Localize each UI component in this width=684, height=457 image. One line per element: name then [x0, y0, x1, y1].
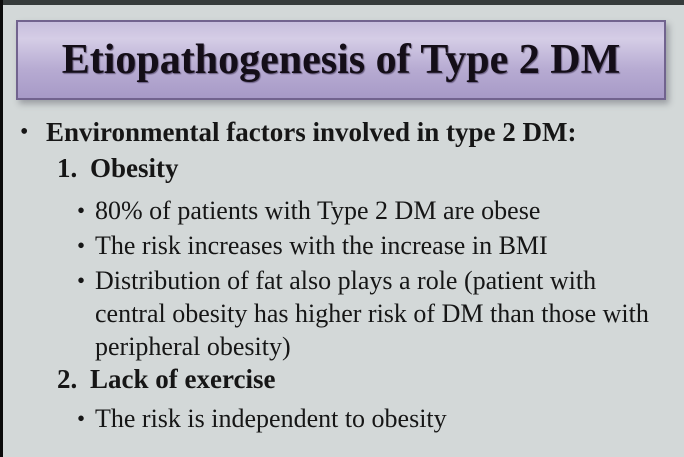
slide-body: • Environmental factors involved in type… [0, 116, 684, 435]
bullet-icon: • [20, 119, 29, 145]
top-border-bar [0, 0, 684, 5]
numbered-text: Obesity [90, 153, 179, 183]
number-marker: 1. [57, 153, 78, 183]
numbered-text: Lack of exercise [90, 364, 276, 394]
sub-bullet-text-line: central obesity has higher risk of DM th… [95, 299, 649, 328]
sub-bullet-text: The risk is independent to obesity [95, 404, 447, 433]
slide-title: Etiopathogenesis of Type 2 DM [61, 37, 621, 83]
sub-bullet-item-obese-pct: • 80% of patients with Type 2 DM are obe… [0, 194, 684, 227]
bullet-text: Environmental factors involved in type 2… [46, 117, 577, 147]
sub-bullet-item-bmi: • The risk increases with the increase i… [0, 229, 684, 262]
title-banner: Etiopathogenesis of Type 2 DM [16, 20, 666, 100]
bullet-icon: • [77, 198, 86, 223]
sub-bullet-text-line: Distribution of fat also plays a role (p… [95, 266, 597, 295]
numbered-item-obesity: 1. Obesity [0, 152, 684, 185]
bullet-item-environmental: • Environmental factors involved in type… [0, 116, 684, 149]
numbered-item-lack-of-exercise: 2. Lack of exercise [0, 363, 684, 396]
bullet-icon: • [77, 406, 86, 431]
sub-bullet-item-risk-independent: • The risk is independent to obesity [0, 402, 684, 435]
sub-bullet-text: The risk increases with the increase in … [95, 231, 548, 260]
left-border-bar [0, 0, 3, 457]
number-marker: 2. [57, 364, 78, 394]
bullet-icon: • [77, 233, 86, 258]
bullet-icon: • [77, 268, 86, 293]
sub-bullet-text-line: peripheral obesity) [95, 332, 291, 361]
sub-bullet-item-fat-distribution: • Distribution of fat also plays a role … [0, 264, 684, 363]
sub-bullet-text: 80% of patients with Type 2 DM are obese [95, 196, 541, 225]
